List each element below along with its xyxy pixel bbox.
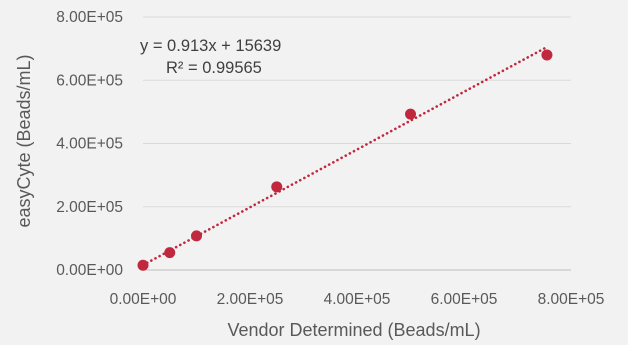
y-tick-label-2: 4.00E+05 bbox=[56, 136, 123, 153]
equation-label: y = 0.913x + 15639 bbox=[140, 37, 281, 55]
x-tick-label-2: 4.00E+05 bbox=[324, 291, 391, 308]
x-axis-title: Vendor Determined (Beads/mL) bbox=[227, 320, 480, 340]
tick-labels: 0.00E+00 2.00E+05 4.00E+05 6.00E+05 8.00E+05… bbox=[56, 9, 604, 308]
data-point-2 bbox=[191, 230, 202, 242]
x-tick-label-0: 0.00E+00 bbox=[110, 291, 177, 308]
data-point-4 bbox=[405, 108, 416, 120]
trendline-layer bbox=[141, 45, 549, 267]
data-point-0 bbox=[137, 259, 149, 271]
r-squared-label: R² = 0.99565 bbox=[166, 59, 262, 77]
data-point-5 bbox=[541, 49, 553, 61]
y-tick-label-3: 6.00E+05 bbox=[56, 72, 123, 89]
x-tick-label-1: 2.00E+05 bbox=[217, 291, 284, 308]
y-tick-label-1: 2.00E+05 bbox=[56, 199, 123, 216]
trendline bbox=[141, 45, 549, 267]
y-axis-title: easyCyte (Beads/mL) bbox=[14, 54, 34, 227]
data-point-3 bbox=[271, 181, 283, 193]
y-tick-label-4: 8.00E+05 bbox=[56, 9, 123, 26]
data-points bbox=[137, 49, 553, 271]
x-tick-label-4: 8.00E+05 bbox=[538, 291, 605, 308]
gridlines bbox=[143, 16, 571, 271]
y-tick-label-0: 0.00E+00 bbox=[56, 262, 123, 279]
x-tick-label-3: 6.00E+05 bbox=[431, 291, 498, 308]
data-point-1 bbox=[164, 247, 176, 259]
